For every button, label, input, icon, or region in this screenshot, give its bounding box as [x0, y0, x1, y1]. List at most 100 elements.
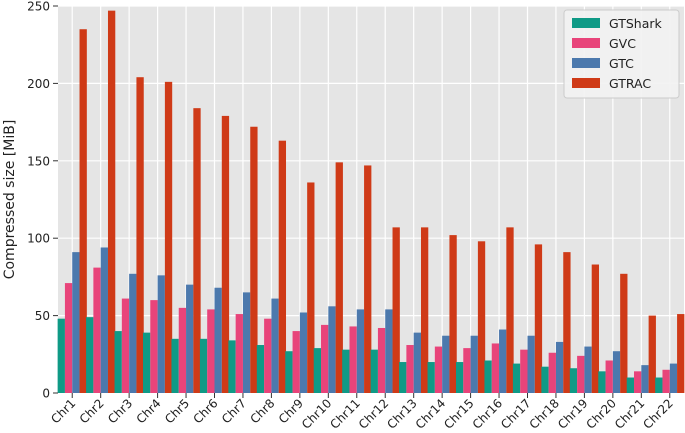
x-tick-label: Chr4 — [134, 396, 164, 426]
x-tick-label: Chr13 — [384, 396, 419, 431]
bar-gtc-chr9 — [299, 312, 308, 393]
bar-gtshark-chr21 — [626, 377, 635, 393]
legend-swatch-gvc — [572, 38, 600, 48]
bar-gtshark-chr14 — [427, 362, 435, 393]
y-tick-label: 250 — [27, 0, 50, 14]
x-tick-label: Chr14 — [413, 396, 448, 431]
bar-gtshark-chr7 — [228, 340, 236, 393]
bar-gtrac-chr20 — [620, 273, 628, 393]
bar-gtshark-chr12 — [370, 349, 378, 393]
legend-label-gtshark: GTShark — [609, 16, 663, 31]
bar-gtc-chr10 — [328, 306, 336, 393]
bar-gtshark-chr19 — [569, 368, 578, 393]
bar-gtshark-chr4 — [142, 332, 151, 393]
x-tick-label: Chr7 — [219, 396, 249, 426]
bar-gtrac-chr4 — [164, 81, 173, 394]
x-tick-label: Chr10 — [299, 396, 334, 431]
bar-gvc-chr6 — [207, 309, 215, 393]
y-axis: 0 50 100 150 200 250 — [27, 0, 58, 401]
x-tick-label: Chr15 — [441, 396, 476, 431]
bar-gvc-chr15 — [463, 348, 471, 393]
bar-gtrac-chr15 — [477, 241, 486, 393]
bar-gtrac-chr10 — [335, 162, 343, 393]
y-tick-label: 0 — [42, 387, 50, 401]
bar-gtshark-chr22 — [655, 377, 663, 393]
bar-gtc-chr8 — [271, 298, 279, 393]
bar-gtrac-chr2 — [107, 10, 116, 393]
x-tick-label: Chr1 — [48, 396, 78, 426]
bar-gtrac-chr22 — [677, 314, 685, 393]
bar-gtc-chr21 — [641, 365, 649, 393]
legend-swatch-gtc — [572, 58, 600, 68]
bar-gvc-chr14 — [434, 346, 443, 393]
bar-gtrac-chr21 — [648, 315, 656, 393]
legend-label-gtrac: GTRAC — [609, 76, 651, 91]
bar-gtshark-chr2 — [86, 317, 94, 393]
bar-gtshark-chr9 — [285, 351, 293, 393]
x-tick-label: Chr21 — [612, 396, 647, 431]
x-tick-label: Chr20 — [583, 396, 618, 431]
bar-gvc-chr2 — [93, 267, 101, 393]
bar-gtrac-chr3 — [136, 77, 144, 393]
legend-box — [563, 9, 680, 99]
x-tick-label: Chr18 — [527, 396, 562, 431]
bar-gvc-chr5 — [178, 307, 187, 393]
x-tick-label: Chr19 — [555, 396, 590, 431]
bar-gtrac-chr6 — [221, 115, 230, 394]
bar-gtrac-chr9 — [307, 182, 315, 393]
bar-gtshark-chr5 — [171, 338, 179, 393]
bar-gvc-chr12 — [377, 327, 386, 393]
x-tick-label: Chr17 — [498, 396, 533, 431]
bar-gtc-chr6 — [214, 287, 222, 393]
bar-gtc-chr18 — [555, 341, 564, 393]
bar-gtrac-chr18 — [563, 252, 571, 393]
bar-gtshark-chr3 — [114, 331, 122, 393]
legend-swatch-gtrac — [572, 78, 600, 88]
bar-gtshark-chr20 — [598, 371, 606, 393]
bar-gtrac-chr19 — [591, 264, 600, 393]
bar-gtc-chr13 — [413, 332, 421, 393]
bar-gvc-chr1 — [64, 283, 73, 393]
bar-gvc-chr9 — [292, 331, 300, 393]
x-tick-label: Chr22 — [640, 396, 675, 431]
y-tick-label: 200 — [27, 77, 50, 91]
legend-label-gtc: GTC — [609, 56, 634, 71]
bar-gtc-chr1 — [72, 252, 80, 393]
bar-gtshark-chr17 — [512, 363, 521, 393]
bar-gtc-chr15 — [470, 335, 478, 393]
bar-gtc-chr12 — [385, 309, 393, 393]
x-tick-label: Chr12 — [356, 396, 391, 431]
bar-gvc-chr4 — [150, 300, 158, 393]
bar-gvc-chr20 — [605, 360, 613, 393]
bar-gtrac-chr14 — [449, 235, 457, 393]
bar-gvc-chr3 — [121, 298, 130, 393]
bar-gtrac-chr16 — [506, 227, 514, 393]
bar-gtshark-chr8 — [256, 345, 265, 393]
bar-gtc-chr3 — [129, 273, 137, 393]
bar-gvc-chr19 — [577, 355, 585, 393]
x-tick-label: Chr3 — [105, 396, 135, 426]
legend: GTShark GVC GTC GTRAC — [563, 9, 680, 99]
bars-group — [57, 10, 685, 394]
bar-gtshark-chr6 — [199, 338, 208, 393]
bar-gtrac-chr17 — [534, 244, 543, 393]
bar-gtc-chr20 — [612, 351, 621, 393]
bar-gtc-chr22 — [669, 363, 678, 393]
bar-gtrac-chr5 — [193, 108, 201, 393]
legend-swatch-gtshark — [572, 18, 600, 28]
bar-gtc-chr19 — [584, 346, 592, 393]
bar-gtc-chr16 — [499, 329, 507, 393]
bar-gtrac-chr1 — [79, 29, 87, 393]
bar-gtc-chr4 — [157, 275, 165, 393]
bar-gtrac-chr12 — [392, 227, 400, 393]
x-tick-label: Chr6 — [191, 396, 221, 426]
bar-gvc-chr22 — [662, 369, 670, 393]
bar-gvc-chr18 — [548, 352, 556, 393]
bar-gvc-chr16 — [491, 343, 500, 393]
bar-gtrac-chr13 — [420, 227, 429, 393]
y-tick-label: 150 — [27, 154, 50, 168]
x-tick-label: Chr5 — [162, 396, 192, 426]
bar-gtc-chr5 — [186, 284, 194, 393]
bar-gtc-chr17 — [527, 335, 535, 393]
